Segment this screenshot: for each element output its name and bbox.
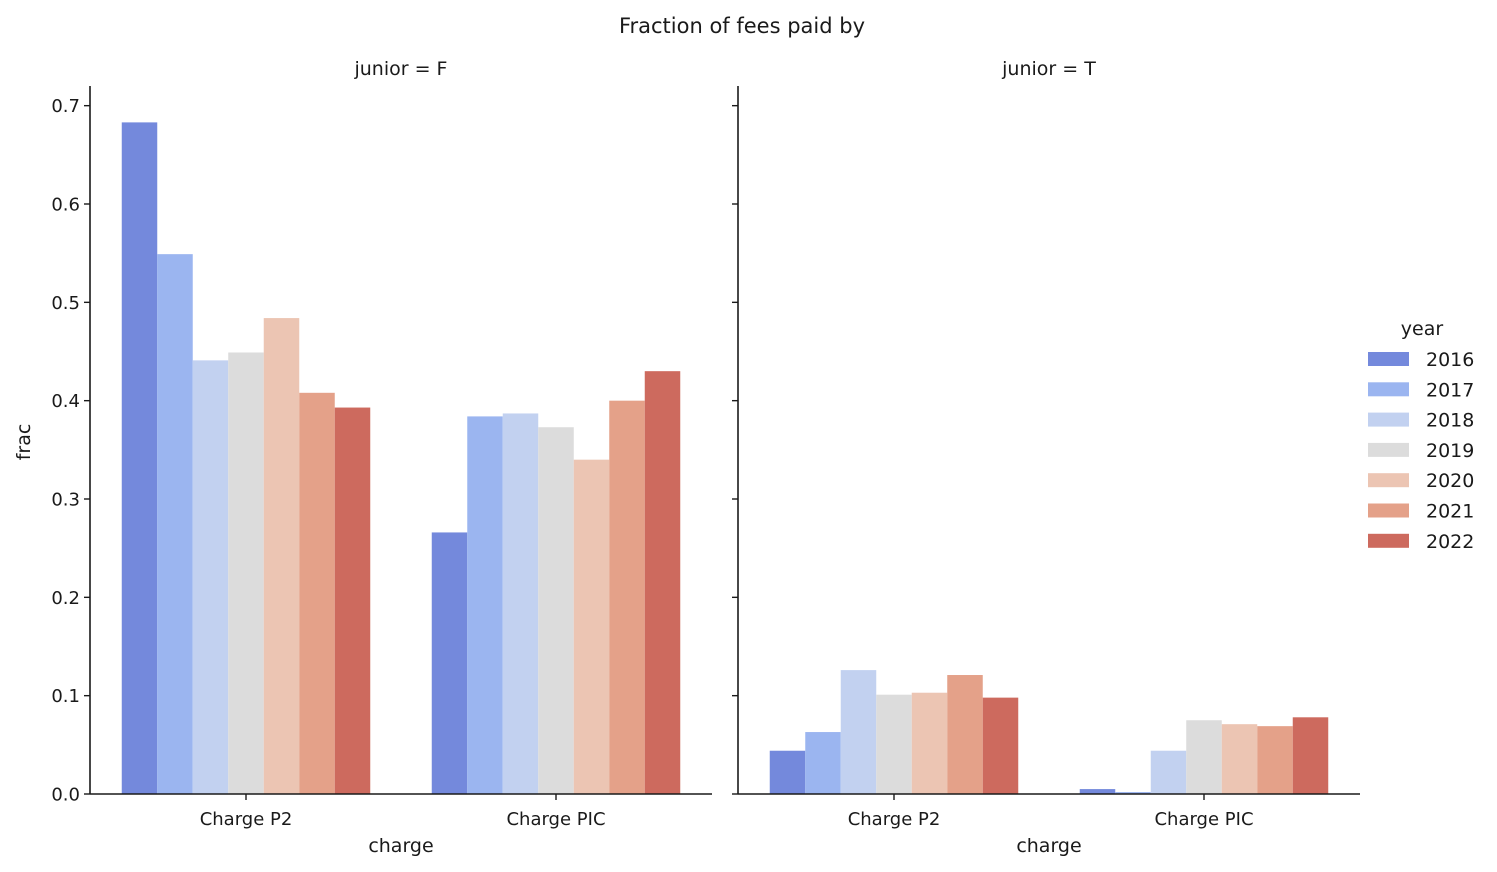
x-axis-label-right: charge bbox=[1016, 835, 1081, 857]
legend-swatch-2018 bbox=[1368, 412, 1409, 427]
facet-title-junior-t: junior = T bbox=[1001, 58, 1096, 80]
x-axis-label-left: charge bbox=[368, 835, 433, 857]
y-tick-label: 0.2 bbox=[51, 588, 80, 609]
bar-f-charge-pic-2018 bbox=[502, 413, 539, 794]
legend-swatch-2021 bbox=[1368, 503, 1409, 518]
bar-f-charge-pic-2021 bbox=[609, 400, 645, 794]
bar-f-charge-p2-2019 bbox=[228, 352, 264, 794]
facet-junior-t: junior = T charge Charge P2 Charge PIC bbox=[732, 58, 1360, 857]
bar-f-charge-pic-2017 bbox=[467, 416, 503, 794]
bar-t-charge-p2-2016 bbox=[769, 750, 806, 794]
legend-swatch-2020 bbox=[1368, 473, 1409, 488]
legend-swatch-2017 bbox=[1368, 382, 1409, 397]
bar-f-charge-pic-2020 bbox=[573, 459, 610, 794]
legend-swatch-2022 bbox=[1368, 533, 1409, 548]
bar-t-charge-pic-2022 bbox=[1292, 717, 1329, 794]
bar-f-charge-p2-2021 bbox=[299, 392, 335, 794]
y-ticks-left: 0.0 0.1 0.2 0.3 0.4 0.5 0.6 0.7 bbox=[51, 96, 90, 806]
bar-f-charge-pic-2022 bbox=[644, 371, 681, 794]
legend-label-2017: 2017 bbox=[1426, 379, 1474, 401]
bar-f-charge-p2-2016 bbox=[121, 122, 158, 794]
bar-f-charge-p2-2022 bbox=[334, 407, 371, 794]
x-ticks-right: Charge P2 Charge PIC bbox=[848, 794, 1254, 830]
y-tick-label: 0.5 bbox=[51, 293, 80, 314]
x-tick-label: Charge P2 bbox=[848, 809, 941, 830]
bars-junior-f bbox=[121, 122, 681, 794]
y-tick-label: 0.1 bbox=[51, 686, 80, 707]
chart-title: Fraction of fees paid by bbox=[619, 14, 865, 38]
bar-t-charge-p2-2018 bbox=[840, 670, 877, 794]
bar-t-charge-pic-2021 bbox=[1257, 726, 1293, 794]
bar-f-charge-p2-2017 bbox=[157, 254, 193, 794]
bar-t-charge-pic-2017 bbox=[1115, 792, 1151, 794]
legend-label-2020: 2020 bbox=[1426, 470, 1474, 492]
legend-label-2022: 2022 bbox=[1426, 531, 1474, 553]
legend-label-2016: 2016 bbox=[1426, 349, 1474, 371]
bar-t-charge-pic-2016 bbox=[1079, 789, 1116, 794]
y-axis-label: frac bbox=[13, 424, 35, 461]
bar-t-charge-p2-2017 bbox=[805, 732, 841, 794]
bar-f-charge-p2-2018 bbox=[192, 360, 229, 794]
bars-junior-t bbox=[769, 670, 1329, 794]
bar-f-charge-pic-2016 bbox=[431, 532, 468, 794]
bar-f-charge-p2-2020 bbox=[263, 318, 300, 794]
legend-title: year bbox=[1401, 318, 1444, 340]
legend-swatch-2019 bbox=[1368, 442, 1409, 457]
bar-t-charge-pic-2019 bbox=[1186, 720, 1222, 794]
legend-label-2019: 2019 bbox=[1426, 440, 1474, 462]
y-tick-label: 0.7 bbox=[51, 96, 80, 117]
y-tick-label: 0.0 bbox=[51, 785, 80, 806]
bar-t-charge-p2-2019 bbox=[876, 694, 912, 794]
x-tick-label: Charge P2 bbox=[200, 809, 293, 830]
legend-swatch-2016 bbox=[1368, 352, 1409, 366]
legend-label-2018: 2018 bbox=[1426, 410, 1474, 432]
bar-f-charge-pic-2019 bbox=[538, 427, 574, 794]
y-tick-label: 0.3 bbox=[51, 490, 80, 511]
x-ticks-left: Charge P2 Charge PIC bbox=[200, 794, 606, 830]
x-tick-label: Charge PIC bbox=[1154, 809, 1253, 830]
facet-junior-f: junior = F frac charge 0.00.10.20.30.40.… bbox=[13, 58, 712, 857]
bar-t-charge-p2-2020 bbox=[911, 692, 948, 794]
facet-title-junior-f: junior = F bbox=[353, 58, 447, 80]
legend: year 2016 2017 2018 2019 2020 2021 2022 bbox=[1368, 318, 1474, 553]
bar-t-charge-p2-2021 bbox=[947, 675, 983, 794]
y-tick-label: 0.6 bbox=[51, 195, 80, 216]
bar-t-charge-pic-2020 bbox=[1221, 724, 1258, 794]
y-ticks-right bbox=[732, 104, 738, 795]
legend-label-2021: 2021 bbox=[1426, 501, 1474, 523]
x-tick-label: Charge PIC bbox=[506, 809, 605, 830]
y-tick-label: 0.4 bbox=[51, 391, 80, 412]
bar-t-charge-p2-2022 bbox=[982, 697, 1019, 794]
bar-t-charge-pic-2018 bbox=[1150, 750, 1187, 794]
